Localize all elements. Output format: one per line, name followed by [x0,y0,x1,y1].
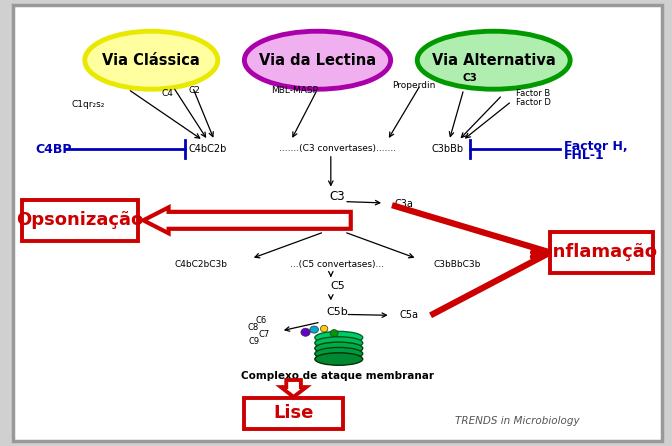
Bar [245,398,343,429]
Text: C2: C2 [189,86,200,95]
Text: Factor H,: Factor H, [564,140,627,153]
Text: C4bC2b: C4bC2b [189,145,227,154]
Text: C3bBb: C3bBb [431,145,463,154]
Text: Via Alternativa: Via Alternativa [432,53,556,68]
Text: Factor B: Factor B [515,89,550,98]
Text: C4bC2bC3b: C4bC2bC3b [175,260,228,268]
Text: C4BP: C4BP [35,143,71,156]
Text: Factor D: Factor D [515,98,550,107]
Ellipse shape [315,331,363,344]
Ellipse shape [245,31,390,89]
Text: C3a: C3a [394,199,413,209]
Text: TRENDS in Microbiology: TRENDS in Microbiology [455,417,579,426]
Ellipse shape [310,326,319,333]
Text: C5b: C5b [327,307,348,317]
Text: Complexo de ataque membranar: Complexo de ataque membranar [241,371,434,380]
Ellipse shape [315,337,363,349]
FancyBboxPatch shape [13,5,662,441]
Text: C6: C6 [255,316,267,325]
Text: C7: C7 [259,330,270,339]
Text: C1qr₂s₂: C1qr₂s₂ [71,100,105,109]
Ellipse shape [301,328,310,336]
Text: Opsonização: Opsonização [16,211,143,229]
Text: Via Clássica: Via Clássica [102,53,200,68]
FancyArrow shape [281,380,306,397]
Ellipse shape [417,31,570,89]
Ellipse shape [315,353,363,365]
FancyArrow shape [143,207,351,233]
Text: Inflamação: Inflamação [546,244,657,261]
Text: C3b: C3b [326,216,349,230]
Text: C9: C9 [249,337,260,346]
Text: .......(C3 convertases).......: .......(C3 convertases)....... [279,144,396,153]
Text: C3bBbC3b: C3bBbC3b [433,260,481,268]
Text: MBL-MASP: MBL-MASP [271,86,318,95]
Text: Via da Lectina: Via da Lectina [259,53,376,68]
Text: FHL-1: FHL-1 [564,149,604,162]
Text: ...(C5 convertases)...: ...(C5 convertases)... [290,260,384,268]
Bar [550,232,653,273]
Text: C5: C5 [330,281,345,291]
Text: C3: C3 [463,73,478,83]
Bar [22,200,138,241]
Text: C5a: C5a [400,310,419,320]
Text: C3: C3 [330,190,345,203]
Ellipse shape [315,347,363,360]
Ellipse shape [321,326,328,332]
Text: C8: C8 [247,323,259,332]
Ellipse shape [85,31,218,89]
Ellipse shape [315,342,363,355]
Text: Properdin: Properdin [392,81,435,90]
Text: Lise: Lise [274,405,314,422]
Ellipse shape [330,330,338,337]
Text: C4: C4 [162,89,174,98]
